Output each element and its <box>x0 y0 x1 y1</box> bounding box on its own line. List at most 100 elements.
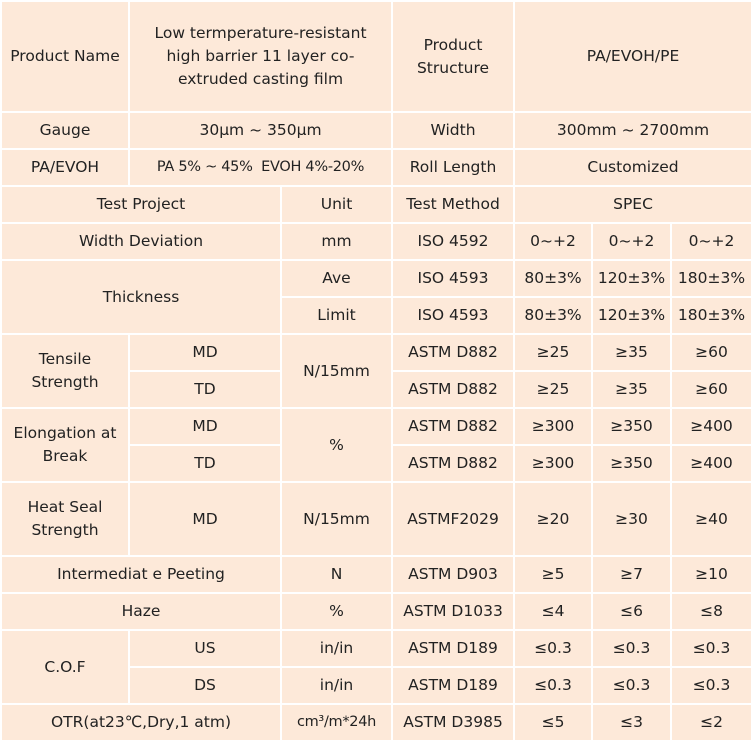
spec-cell: ≥60 <box>670 333 751 372</box>
spec-cell: 0~+2 <box>513 222 594 261</box>
spec-cell: ≥350 <box>591 444 673 483</box>
table-row: Haze % ASTM D1033 ≤4 ≤6 ≤8 <box>0 592 751 631</box>
method-cell: ASTM D189 <box>391 666 516 705</box>
method-cell: ASTM D3985 <box>391 703 516 742</box>
cof-label: C.O.F <box>0 629 130 705</box>
unit-cell: N/15mm <box>279 333 394 409</box>
product-structure-value: PA/EVOH/PE <box>513 0 751 113</box>
direction-cell: MD <box>128 481 282 557</box>
table-row: OTR(at23℃,Dry,1 atm) cm³/m*24h ASTM D398… <box>0 703 751 742</box>
product-name-label: Product Name <box>0 0 130 113</box>
haze-label: Haze <box>0 592 282 631</box>
method-cell: ASTM D903 <box>391 555 516 594</box>
product-name-row: Product Name Low termperature-resistant … <box>0 0 751 113</box>
method-cell: ISO 4593 <box>391 296 516 335</box>
spec-cell: ≥7 <box>591 555 673 594</box>
table-row: Width Deviation mm ISO 4592 0~+2 0~+2 0~… <box>0 222 751 261</box>
spec-cell: ≥30 <box>591 481 673 557</box>
unit-cell: Limit <box>279 296 394 335</box>
table-row: Tensile Strength MD N/15mm ASTM D882 ≥25… <box>0 333 751 409</box>
width-label: Width <box>391 111 516 150</box>
method-cell: ASTMF2029 <box>391 481 516 557</box>
unit-cell: Ave <box>279 259 394 298</box>
unit-cell: N/15mm <box>279 481 394 557</box>
spec-cell: 120±3% <box>591 296 673 335</box>
table-row: Heat Seal Strength MD N/15mm ASTMF2029 ≥… <box>0 481 751 557</box>
spec-cell: ≤0.3 <box>513 666 594 705</box>
method-cell: ASTM D882 <box>391 333 516 372</box>
width-deviation-label: Width Deviation <box>0 222 282 261</box>
spec-cell: ≥25 <box>513 370 594 409</box>
spec-cell: 0~+2 <box>670 222 751 261</box>
spec-cell: ≥400 <box>670 407 751 446</box>
spec-cell: ≥20 <box>513 481 594 557</box>
col-test-project: Test Project <box>0 185 282 224</box>
col-test-method: Test Method <box>391 185 516 224</box>
tensile-strength-label: Tensile Strength <box>0 333 130 409</box>
method-cell: ASTM D189 <box>391 629 516 668</box>
method-cell: ISO 4592 <box>391 222 516 261</box>
roll-length-label: Roll Length <box>391 148 516 187</box>
table-row: TD ASTM D882 ≥300 ≥350 ≥400 <box>1 444 751 483</box>
table-row: C.O.F US in/in ASTM D189 ≤0.3 ≤0.3 ≤0.3 <box>0 629 751 705</box>
direction-cell: TD <box>128 370 282 409</box>
spec-cell: ≤0.3 <box>670 666 751 705</box>
pa-evoh-label: PA/EVOH <box>0 148 130 187</box>
heat-seal-label: Heat Seal Strength <box>0 481 130 557</box>
spec-cell: ≤0.3 <box>591 629 673 668</box>
spec-cell: ≥60 <box>670 370 751 409</box>
direction-cell: DS <box>128 666 282 705</box>
unit-cell: in/in <box>279 666 394 705</box>
unit-cell: mm <box>279 222 394 261</box>
spec-cell: ≤3 <box>591 703 673 742</box>
unit-cell: N <box>279 555 394 594</box>
col-spec: SPEC <box>513 185 751 224</box>
spec-cell: 80±3% <box>513 259 594 298</box>
method-cell: ISO 4593 <box>391 259 516 298</box>
spec-cell: ≥5 <box>513 555 594 594</box>
elongation-label: Elongation at Break <box>0 407 130 483</box>
direction-cell: MD <box>128 333 282 372</box>
spec-cell: ≥25 <box>513 333 594 372</box>
spec-cell: ≥40 <box>670 481 751 557</box>
method-cell: ASTM D882 <box>391 407 516 446</box>
gauge-value: 30μm ~ 350μm <box>127 111 394 150</box>
table-row: DS in/in ASTM D189 ≤0.3 ≤0.3 ≤0.3 <box>1 666 751 705</box>
spec-cell: ≤0.3 <box>591 666 673 705</box>
pa-evoh-value: PA 5% ~ 45% EVOH 4%-20% <box>127 148 394 187</box>
gauge-row: Gauge 30μm ~ 350μm Width 300mm ~ 2700mm <box>0 111 751 150</box>
spec-cell: ≥35 <box>591 370 673 409</box>
spec-cell: ≤2 <box>670 703 751 742</box>
product-structure-label: Product Structure <box>391 0 516 113</box>
table-row: Elongation at Break MD % ASTM D882 ≥300 … <box>0 407 751 483</box>
spec-cell: ≥300 <box>513 407 594 446</box>
spec-cell: ≥35 <box>591 333 673 372</box>
direction-cell: TD <box>128 444 282 483</box>
spec-cell: 120±3% <box>591 259 673 298</box>
spec-cell: ≤8 <box>670 592 751 631</box>
spec-cell: 180±3% <box>670 296 751 335</box>
spec-cell: ≤6 <box>591 592 673 631</box>
direction-cell: MD <box>128 407 282 446</box>
pa-evoh-row: PA/EVOH PA 5% ~ 45% EVOH 4%-20% Roll Len… <box>0 148 751 187</box>
spec-cell: 180±3% <box>670 259 751 298</box>
thickness-label: Thickness <box>0 259 282 335</box>
spec-cell: ≤5 <box>513 703 594 742</box>
product-name-value: Low termperature-resistant high barrier … <box>127 0 394 113</box>
unit-cell: % <box>279 407 394 483</box>
spec-cell: ≤0.3 <box>670 629 751 668</box>
spec-cell: ≥300 <box>513 444 594 483</box>
table-row: Limit ISO 4593 80±3% 120±3% 180±3% <box>1 296 751 335</box>
width-value: 300mm ~ 2700mm <box>513 111 751 150</box>
spec-cell: ≥400 <box>670 444 751 483</box>
column-header-row: Test Project Unit Test Method SPEC <box>0 185 751 224</box>
spec-cell: ≥10 <box>670 555 751 594</box>
direction-cell: US <box>128 629 282 668</box>
table-row: Thickness Ave ISO 4593 80±3% 120±3% 180±… <box>0 259 751 335</box>
unit-cell: in/in <box>279 629 394 668</box>
table-row: Intermediat e Peeting N ASTM D903 ≥5 ≥7 … <box>0 555 751 594</box>
spec-cell: ≤0.3 <box>513 629 594 668</box>
unit-cell: cm³/m*24h <box>279 703 394 742</box>
spec-cell: 80±3% <box>513 296 594 335</box>
